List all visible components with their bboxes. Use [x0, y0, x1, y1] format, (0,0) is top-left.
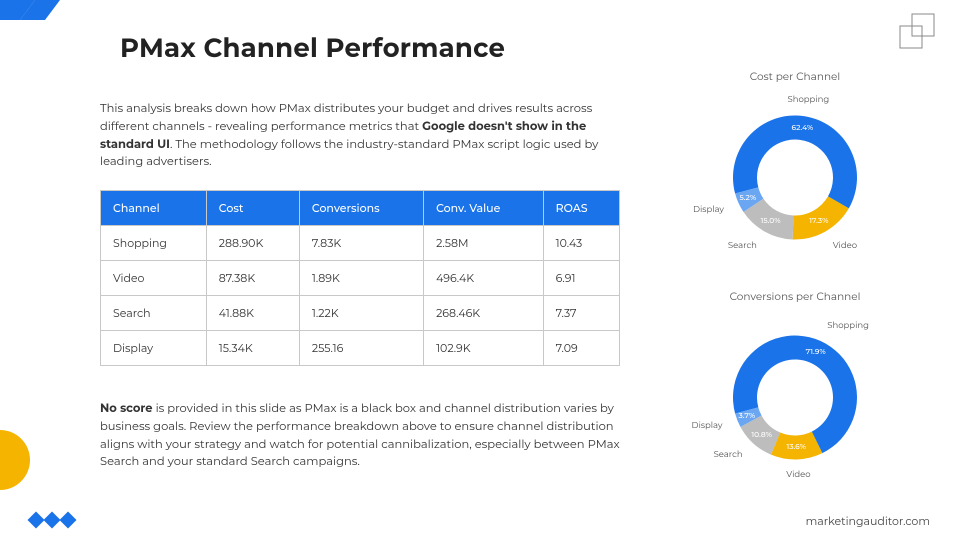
table-cell: 7.37: [543, 296, 619, 331]
table-cell: 10.43: [543, 226, 619, 261]
slice-category-label: Display: [692, 421, 723, 431]
table-cell: 102.9K: [424, 331, 544, 366]
footer-text: marketingauditor.com: [806, 514, 930, 528]
table-cell: 496.4K: [424, 261, 544, 296]
table-cell: 87.38K: [206, 261, 299, 296]
note-paragraph: No score is provided in this slide as PM…: [100, 400, 620, 471]
table-cell: Video: [101, 261, 207, 296]
note-bold: No score: [100, 401, 153, 415]
intro-text-post: . The methodology follows the industry-s…: [100, 137, 598, 169]
note-post: is provided in this slide as PMax is a b…: [100, 401, 620, 468]
table-cell: Shopping: [101, 226, 207, 261]
slice-pct-label: 62.4%: [791, 123, 813, 132]
slice-category-label: Search: [714, 450, 743, 460]
table-header: Conversions: [299, 191, 423, 226]
table-cell: 288.90K: [206, 226, 299, 261]
table-cell: 1.89K: [299, 261, 423, 296]
chart-title: Cost per Channel: [675, 70, 915, 83]
table-cell: 268.46K: [424, 296, 544, 331]
circle-decoration-icon: [0, 430, 30, 490]
table-cell: 1.22K: [299, 296, 423, 331]
table-row: Display15.34K255.16102.9K7.09: [101, 331, 620, 366]
slice-category-label: Shopping: [787, 95, 829, 105]
table-cell: Search: [101, 296, 207, 331]
table-cell: 7.09: [543, 331, 619, 366]
slice-category-label: Display: [693, 205, 724, 215]
table-cell: 6.91: [543, 261, 619, 296]
slice-pct-label: 10.8%: [751, 430, 772, 439]
slice-pct-label: 5.2%: [739, 193, 756, 202]
table-header: ROAS: [543, 191, 619, 226]
slice-category-label: Shopping: [827, 321, 869, 331]
channel-performance-table: ChannelCostConversionsConv. ValueROAS Sh…: [100, 190, 620, 366]
table-header: Cost: [206, 191, 299, 226]
table-cell: 15.34K: [206, 331, 299, 366]
chart-title: Conversions per Channel: [675, 290, 915, 303]
table-header: Channel: [101, 191, 207, 226]
slice-pct-label: 71.9%: [806, 347, 826, 356]
slice-category-label: Search: [728, 241, 757, 251]
table-cell: Display: [101, 331, 207, 366]
table-row: Search41.88K1.22K268.46K7.37: [101, 296, 620, 331]
diamond-decoration-icon: [30, 514, 74, 526]
intro-paragraph: This analysis breaks down how PMax distr…: [100, 100, 620, 171]
table-cell: 7.83K: [299, 226, 423, 261]
slice-category-label: Video: [786, 470, 810, 480]
page-title: PMax Channel Performance: [120, 32, 505, 64]
corner-shape-icon: [0, 0, 70, 40]
table-cell: 255.16: [299, 331, 423, 366]
slice-pct-label: 3.7%: [739, 411, 756, 420]
slice-category-label: Video: [833, 241, 857, 251]
slice-pct-label: 15.0%: [761, 216, 781, 225]
slice-pct-label: 17.3%: [809, 216, 828, 225]
table-cell: 2.58M: [424, 226, 544, 261]
table-row: Shopping288.90K7.83K2.58M10.43: [101, 226, 620, 261]
table-cell: 41.88K: [206, 296, 299, 331]
table-header: Conv. Value: [424, 191, 544, 226]
cost-per-channel-chart: Cost per Channel 62.4% Shopping 17.3% Video…: [675, 70, 915, 265]
slice-pct-label: 13.6%: [786, 442, 805, 451]
squares-icon: [894, 12, 942, 60]
table-row: Video87.38K1.89K496.4K6.91: [101, 261, 620, 296]
conversions-per-channel-chart: Conversions per Channel 71.9% Shopping 13.…: [675, 290, 915, 485]
